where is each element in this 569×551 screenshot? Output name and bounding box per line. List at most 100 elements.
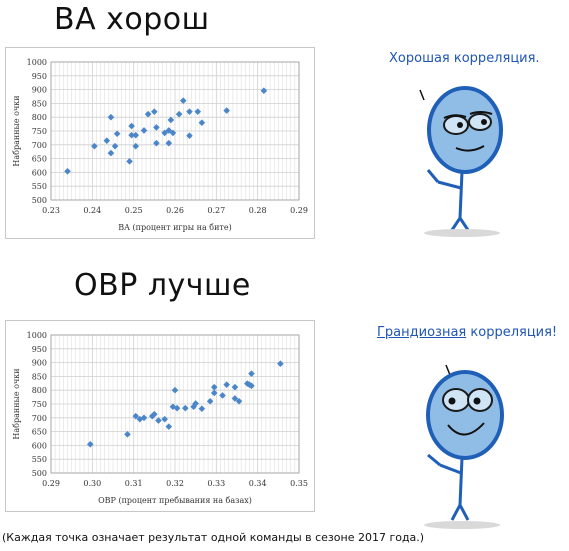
ba-y-tick-label: 800 bbox=[32, 113, 47, 122]
chart-obp: 0.29 0.30 0.31 0.32 0.33 0.34 0.35 500 550 600 650… bbox=[5, 320, 315, 512]
ba-data-point bbox=[64, 167, 71, 175]
obp-x-tick-label: 0.34 bbox=[249, 479, 267, 488]
ba-data-point bbox=[151, 108, 158, 115]
ba-y-tick-label: 600 bbox=[32, 168, 47, 177]
quote-obp-rest: корреляция! bbox=[466, 325, 558, 340]
obp-data-point bbox=[124, 431, 131, 438]
obp-data-point bbox=[192, 400, 199, 407]
ba-data-point bbox=[165, 127, 173, 134]
ba-y-tick-label: 1000 bbox=[27, 58, 47, 67]
ba-x-tick-label: 0.23 bbox=[42, 206, 60, 215]
ba-data-point bbox=[198, 119, 206, 127]
obp-y-tick-label: 700 bbox=[32, 414, 47, 423]
ba-y-tick-label: 700 bbox=[32, 141, 47, 150]
obp-x-tick-label: 0.31 bbox=[125, 479, 143, 488]
ba-x-tick-label: 0.25 bbox=[125, 206, 143, 215]
ba-x-tick-label: 0.27 bbox=[207, 206, 225, 215]
quote-obp-emphasis: Грандиозная bbox=[377, 325, 467, 340]
obp-data-point bbox=[182, 404, 189, 412]
obp-data-point bbox=[231, 383, 239, 391]
ba-data-point bbox=[165, 139, 173, 147]
ba-data-point bbox=[161, 129, 168, 137]
obp-data-point bbox=[231, 395, 239, 402]
chart-ba: 0.23 0.24 0.25 0.26 0.27 0.28 0.29 500 550 600 650… bbox=[5, 47, 315, 239]
obp-y-tick-label: 650 bbox=[32, 428, 47, 437]
ba-data-point bbox=[153, 139, 160, 147]
ba-y-tick-label: 850 bbox=[32, 99, 47, 108]
ba-y-tick-label: 550 bbox=[32, 182, 47, 191]
ba-data-point bbox=[153, 124, 160, 131]
obp-data-point bbox=[248, 370, 255, 377]
ba-data-point bbox=[140, 127, 148, 134]
quote-ba: Хорошая корреляция. bbox=[389, 51, 540, 66]
ba-data-point bbox=[128, 122, 135, 130]
obp-plot-area bbox=[50, 334, 300, 474]
ba-data-point bbox=[113, 130, 121, 138]
ba-y-axis-title: Набранные очки bbox=[12, 95, 21, 166]
ba-x-tick-label: 0.29 bbox=[290, 206, 308, 215]
obp-data-point bbox=[206, 397, 214, 405]
heading-obp: OBP лучше bbox=[74, 268, 251, 303]
obp-y-axis-title: Набранные очки bbox=[12, 368, 21, 439]
stick-figure-calm bbox=[419, 86, 503, 237]
heading-ba: BA хорош bbox=[54, 2, 210, 37]
obp-x-tick-label: 0.33 bbox=[207, 479, 225, 488]
ba-data-point bbox=[167, 116, 175, 124]
ba-x-tick-label: 0.24 bbox=[83, 206, 101, 215]
ba-data-point bbox=[194, 108, 202, 115]
obp-data-point bbox=[169, 403, 177, 411]
obp-y-tick-label: 800 bbox=[32, 386, 47, 395]
obp-y-tick-label: 850 bbox=[32, 372, 47, 381]
ba-data-point bbox=[132, 131, 140, 139]
ba-data-point bbox=[107, 149, 115, 157]
obp-data-point bbox=[165, 423, 173, 430]
obp-data-point bbox=[210, 383, 218, 391]
obp-x-tick-label: 0.32 bbox=[166, 479, 184, 488]
ba-data-point bbox=[128, 131, 135, 139]
ba-plot-area bbox=[50, 61, 300, 201]
footnote: (Каждая точка означает результат одной к… bbox=[2, 531, 425, 544]
obp-y-tick-label: 950 bbox=[32, 345, 47, 354]
obp-data-point bbox=[155, 417, 162, 424]
obp-x-axis-title: OBP (процент пребывания на базах) bbox=[98, 496, 252, 505]
ba-data-point bbox=[186, 132, 193, 139]
quote-obp: Грандиозная корреляция! bbox=[377, 325, 557, 340]
ba-y-tick-label: 650 bbox=[32, 155, 47, 164]
ba-data-point bbox=[111, 142, 119, 150]
ba-y-tick-label: 500 bbox=[32, 196, 47, 205]
obp-data-point bbox=[161, 415, 168, 423]
ba-data-point bbox=[169, 129, 177, 137]
ba-data-point bbox=[175, 110, 183, 118]
chart-ba-svg: 0.23 0.24 0.25 0.26 0.27 0.28 0.29 500 550 600 650… bbox=[12, 58, 308, 232]
obp-y-tick-label: 750 bbox=[32, 400, 47, 409]
chart-obp-svg: 0.29 0.30 0.31 0.32 0.33 0.34 0.35 500 550 600 650… bbox=[12, 331, 308, 505]
ba-data-point bbox=[103, 137, 111, 144]
obp-data-point bbox=[173, 404, 181, 412]
ba-data-point bbox=[186, 108, 193, 115]
obp-data-point bbox=[171, 386, 179, 394]
ba-data-point bbox=[107, 113, 115, 121]
ba-x-tick-label: 0.26 bbox=[166, 206, 184, 215]
obp-y-tick-label: 550 bbox=[32, 455, 47, 464]
obp-data-point bbox=[219, 392, 226, 399]
ba-data-point bbox=[260, 87, 268, 95]
ba-y-tick-label: 750 bbox=[32, 127, 47, 136]
ba-data-point bbox=[91, 142, 98, 150]
obp-y-tick-label: 500 bbox=[32, 469, 47, 478]
ba-data-point bbox=[223, 107, 230, 114]
obp-data-point bbox=[277, 360, 284, 368]
obp-data-point bbox=[198, 405, 206, 412]
ba-x-tick-label: 0.28 bbox=[249, 206, 267, 215]
ba-x-axis-title: BA (процент игры на бите) bbox=[118, 223, 231, 232]
obp-x-tick-label: 0.35 bbox=[290, 479, 308, 488]
obp-data-point bbox=[223, 381, 230, 388]
ba-data-point bbox=[144, 110, 152, 118]
obp-y-tick-label: 600 bbox=[32, 441, 47, 450]
obp-x-tick-label: 0.30 bbox=[83, 479, 101, 488]
obp-data-point bbox=[235, 397, 243, 405]
ba-y-tick-label: 950 bbox=[32, 72, 47, 81]
obp-data-point bbox=[248, 382, 255, 390]
stick-figure-excited bbox=[424, 364, 504, 529]
ba-y-tick-label: 900 bbox=[32, 86, 47, 95]
obp-y-tick-label: 1000 bbox=[27, 331, 47, 340]
